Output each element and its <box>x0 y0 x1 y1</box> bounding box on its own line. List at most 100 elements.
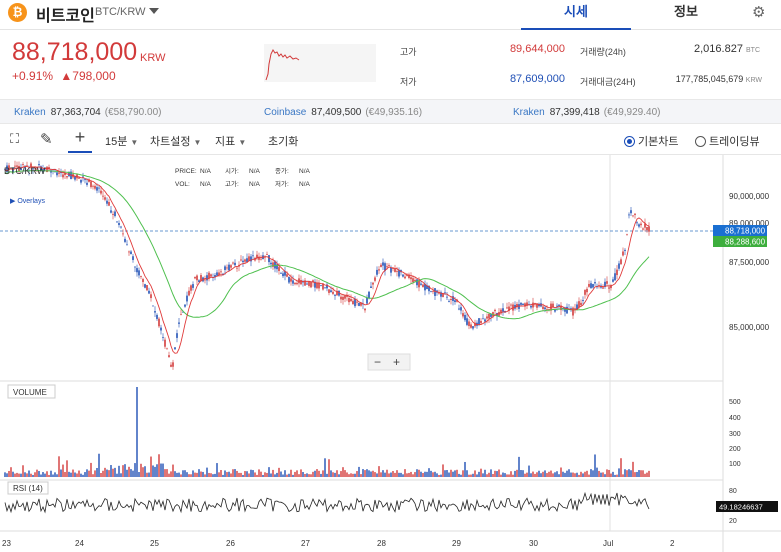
fullscreen-icon[interactable]: ⛶ <box>10 131 20 146</box>
candle-body <box>276 264 278 270</box>
candle-body <box>418 280 420 288</box>
zoom-in-button[interactable]: + <box>393 355 400 369</box>
candle-body <box>160 327 162 331</box>
volume-bar <box>22 465 24 477</box>
candle-body <box>588 283 590 287</box>
reset-button[interactable]: 초기화 <box>268 136 299 148</box>
candle-body <box>228 264 230 271</box>
candle-body <box>170 364 172 367</box>
candle-body <box>194 276 196 279</box>
volume-bar <box>270 473 272 477</box>
tradingview-radio[interactable]: 트레이딩뷰 <box>695 133 760 149</box>
candle-body <box>110 210 112 213</box>
volume-bar <box>598 470 600 477</box>
volume-bar <box>168 473 170 477</box>
volume-bar <box>66 460 68 477</box>
pencil-icon[interactable]: ✎ <box>40 131 53 148</box>
volume-bar <box>224 470 226 477</box>
candle-body <box>632 215 634 217</box>
chart-settings-button[interactable]: 차트설정 ▼ <box>150 133 201 149</box>
volume-bar <box>542 471 544 477</box>
volume-bar <box>40 474 42 477</box>
candle-body <box>448 301 450 302</box>
chart-canvas[interactable]: BTC/KRW ▶ Overlays PRICE: N/A 시가: N/A 종가… <box>0 155 781 552</box>
exchange-item[interactable]: Coinbase 87,409,500 (€49,935.16) <box>264 107 422 118</box>
candle-body <box>306 283 308 285</box>
candle-body <box>566 306 568 314</box>
volume-bar <box>376 473 378 477</box>
candle-body <box>552 303 554 308</box>
volume-bar <box>48 474 50 477</box>
exchange-item[interactable]: Kraken 87,363,704 (€58,790.00) <box>14 107 161 118</box>
overlays-toggle[interactable]: ▶ Overlays <box>10 198 45 205</box>
candle-body <box>112 214 114 215</box>
volume-bar <box>170 471 172 477</box>
gear-icon[interactable]: ⚙ <box>752 4 766 21</box>
candle-body <box>172 362 174 367</box>
volume-bar <box>528 465 530 477</box>
candle-body <box>198 280 200 282</box>
time-tick: 23 <box>2 539 11 548</box>
volume-bar <box>34 472 36 477</box>
volume-bar <box>348 474 350 477</box>
candle-body <box>288 276 290 283</box>
candle-body <box>58 172 60 174</box>
candle-body <box>230 265 232 268</box>
interval-select[interactable]: 15분 ▼ <box>105 133 138 149</box>
candle-body <box>80 179 82 183</box>
volume-bar <box>416 469 418 477</box>
volume-bar <box>576 472 578 477</box>
coin-dropdown-icon[interactable] <box>149 8 159 14</box>
volume-bar <box>386 469 388 477</box>
volume-bar <box>58 456 60 477</box>
mini-price-chart <box>264 44 376 82</box>
zoom-out-button[interactable]: − <box>374 355 381 369</box>
candle-body <box>144 284 146 288</box>
volume-bar <box>198 469 200 477</box>
volume-bar <box>606 469 608 477</box>
volume-bar <box>222 474 224 477</box>
candle-body <box>296 282 298 285</box>
indicators-button[interactable]: 지표 ▼ <box>215 133 246 149</box>
candle-body <box>226 267 228 269</box>
volume-bar <box>146 472 148 477</box>
candle-body <box>4 168 6 170</box>
crosshair-icon[interactable]: + <box>68 127 92 153</box>
candle-body <box>634 213 636 215</box>
volume-bar <box>106 469 108 477</box>
volume-bar <box>298 474 300 477</box>
exchange-item[interactable]: Kraken 87,399,418 (€49,929.40) <box>513 107 660 118</box>
candle-body <box>218 272 220 276</box>
volume-bar <box>446 470 448 477</box>
volume-bar <box>178 472 180 477</box>
rsi-tick: 20 <box>729 518 737 525</box>
tab-market[interactable]: 시세 <box>521 0 631 30</box>
volume-bar <box>300 469 302 477</box>
volume-bar <box>98 453 100 477</box>
volume-bar <box>350 473 352 477</box>
candle-body <box>378 269 380 271</box>
basic-chart-radio[interactable]: 기본차트 <box>624 133 678 149</box>
volume-bar <box>194 472 196 477</box>
volume-bar <box>536 472 538 477</box>
volume-bar <box>322 470 324 477</box>
candle-body <box>256 254 258 259</box>
candle-body <box>182 311 184 313</box>
candle-body <box>134 266 136 268</box>
price-chart[interactable]: BTC/KRW ▶ Overlays PRICE: N/A 시가: N/A 종가… <box>0 155 781 552</box>
candle-body <box>406 275 408 276</box>
volume-bar <box>434 471 436 477</box>
candle-body <box>16 165 18 167</box>
volume-bar <box>572 472 574 477</box>
candle-body <box>20 167 22 171</box>
radio-unchecked-icon <box>695 136 706 147</box>
volume-bar <box>188 474 190 477</box>
candle-body <box>336 290 338 296</box>
volume-bar <box>74 472 76 477</box>
legend-open-label: 시가: <box>225 166 239 175</box>
volume-bar <box>68 471 70 477</box>
tab-info[interactable]: 정보 <box>674 4 698 19</box>
volume-bar <box>480 468 482 477</box>
volume-bar <box>646 472 648 477</box>
candle-body <box>120 226 122 228</box>
